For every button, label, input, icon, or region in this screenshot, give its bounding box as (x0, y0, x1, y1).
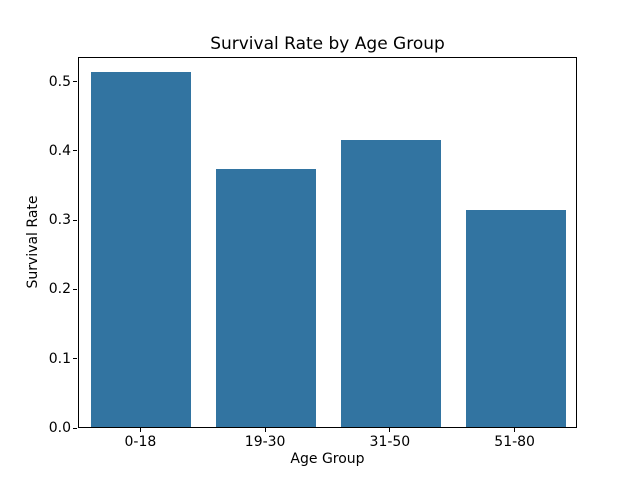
y-tick-mark (73, 219, 77, 221)
y-tick-mark (73, 427, 77, 429)
y-tick-mark (73, 358, 77, 360)
x-tick-mark (389, 428, 391, 432)
x-tick-label: 0-18 (124, 434, 157, 450)
chart-title: Survival Rate by Age Group (210, 34, 445, 54)
x-tick-mark (139, 428, 141, 432)
y-tick-mark (73, 150, 77, 152)
y-axis-label: Survival Rate (25, 195, 41, 289)
y-tick-label: 0.3 (48, 212, 71, 229)
x-tick-mark (264, 428, 266, 432)
x-tick-label: 31-50 (369, 434, 411, 450)
x-tick-mark (514, 428, 516, 432)
bar-0-18 (91, 72, 192, 427)
y-tick-mark (73, 81, 77, 83)
y-tick-label: 0.4 (48, 142, 71, 159)
plot-area (78, 57, 577, 428)
bar-19-30 (216, 168, 317, 427)
y-tick-label: 0.1 (48, 350, 71, 367)
bar-31-50 (340, 140, 441, 427)
bar-51-80 (465, 210, 566, 427)
x-tick-label: 19-30 (244, 434, 286, 450)
y-tick-label: 0.2 (48, 281, 71, 298)
y-tick-mark (73, 288, 77, 290)
y-tick-label: 0.0 (48, 420, 71, 436)
x-tick-label: 51-80 (494, 434, 535, 450)
x-axis-label: Age Group (290, 451, 365, 467)
y-tick-label: 0.5 (48, 73, 71, 90)
